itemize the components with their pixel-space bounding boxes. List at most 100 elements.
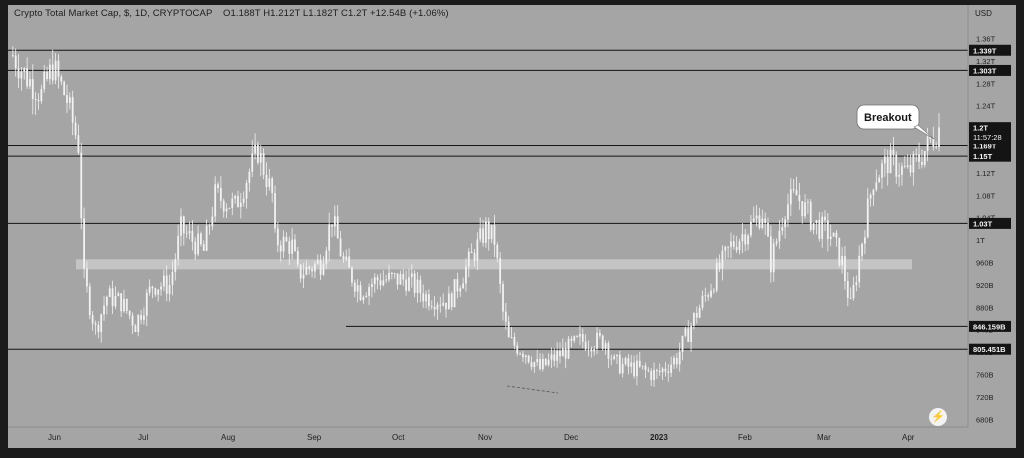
level-label-1-15T-box — [969, 150, 1011, 162]
candle-body-210 — [610, 358, 613, 360]
candle-body-104 — [308, 266, 311, 270]
candle-body-195 — [567, 338, 570, 359]
level-label-1-03T-box — [969, 217, 1011, 229]
candle-body-4 — [23, 68, 26, 72]
candle-body-50 — [154, 288, 157, 295]
candle-body-112 — [331, 224, 333, 227]
y-tick-label: 1.24T — [976, 102, 996, 111]
candle-body-256 — [741, 234, 744, 242]
candle-body-236 — [684, 328, 687, 336]
candle-body-247 — [715, 262, 718, 291]
level-label-1-303T-box — [969, 64, 1011, 76]
candle-body-40 — [125, 298, 128, 311]
candle-body-313 — [903, 166, 906, 167]
candle-body-18 — [63, 81, 66, 95]
level-label-1-15T: 1.15T — [973, 152, 993, 161]
candle-body-84 — [251, 153, 254, 172]
candle-body-271 — [784, 219, 787, 228]
candle-body-114 — [336, 216, 339, 239]
candle-body-100 — [296, 250, 299, 265]
candle-body-162 — [473, 252, 476, 261]
lightning-icon[interactable]: ⚡ — [929, 408, 947, 426]
candle-body-140 — [410, 273, 413, 278]
candle-body-101 — [299, 264, 302, 279]
candle-body-283 — [818, 220, 821, 239]
candle-body-73 — [219, 188, 222, 201]
candle-body-96 — [285, 236, 288, 242]
candle-body-59 — [180, 216, 182, 236]
candle-body-187 — [544, 358, 547, 365]
candle-body-77 — [231, 198, 234, 208]
candle-body-252 — [730, 241, 732, 248]
candle-body-131 — [385, 279, 388, 281]
candle-body-312 — [901, 166, 903, 175]
ohlc-values: O1.188T H1.212T L1.182T C1.2T +12.54B (+… — [222, 8, 449, 19]
x-tick-label: Feb — [738, 433, 752, 442]
candle-body-261 — [755, 215, 758, 219]
candle-body-85 — [254, 144, 256, 154]
candle-body-42 — [131, 315, 134, 326]
candle-body-232 — [673, 357, 675, 365]
candle-body-139 — [408, 277, 410, 291]
candle-body-296 — [855, 282, 858, 286]
level-label-805-451B: 805.451B — [973, 345, 1006, 354]
candle-body-38 — [120, 293, 123, 312]
candle-body-323 — [932, 138, 935, 147]
candle-body-135 — [396, 273, 399, 285]
x-tick-label: Dec — [564, 433, 578, 442]
y-tick-label: 1T — [976, 236, 985, 245]
candle-body-90 — [268, 178, 271, 188]
candle-body-88 — [262, 153, 265, 175]
candle-body-158 — [462, 283, 465, 289]
candle-body-153 — [447, 293, 450, 310]
candle-body-79 — [237, 195, 239, 208]
candle-body-302 — [872, 189, 875, 195]
candle-body-169 — [493, 225, 496, 245]
y-tick-label: 680B — [976, 415, 994, 424]
candle-body-115 — [339, 238, 342, 257]
candle-body-110 — [325, 250, 328, 264]
candle-body-13 — [48, 64, 51, 79]
candle-body-237 — [687, 328, 690, 342]
candle-body-35 — [111, 288, 114, 307]
candle-body-280 — [809, 201, 812, 230]
candle-body-75 — [225, 208, 228, 212]
candle-body-154 — [450, 293, 453, 308]
candle-body-15 — [54, 60, 57, 81]
candle-body-118 — [348, 256, 351, 268]
candle-body-6 — [29, 79, 31, 87]
candle-body-72 — [217, 184, 219, 189]
candle-body-307 — [886, 156, 889, 174]
candle-body-68 — [205, 225, 208, 251]
candle-body-43 — [134, 325, 137, 333]
candle-body-215 — [624, 358, 627, 365]
candle-body-10 — [40, 89, 43, 102]
x-tick-label: Aug — [221, 433, 235, 442]
candle-body-22 — [74, 122, 77, 136]
candle-body-246 — [712, 290, 715, 292]
candle-body-171 — [499, 258, 502, 285]
candle-body-205 — [596, 332, 598, 349]
candle-body-207 — [601, 335, 604, 349]
candle-body-148 — [433, 306, 436, 310]
candle-body-36 — [114, 295, 117, 307]
candle-body-150 — [439, 304, 442, 306]
candles-layer — [11, 46, 940, 387]
candle-body-61 — [185, 233, 188, 235]
candle-body-17 — [60, 76, 63, 82]
candle-body-186 — [541, 358, 544, 370]
candle-body-113 — [333, 216, 336, 227]
candle-body-249 — [721, 250, 724, 269]
candle-body-200 — [581, 333, 584, 342]
candle-body-300 — [866, 198, 869, 238]
candle-body-202 — [587, 348, 590, 350]
candle-body-297 — [858, 255, 861, 283]
candle-body-228 — [661, 368, 664, 373]
candle-body-253 — [732, 241, 735, 247]
y-tick-label: 1.36T — [976, 35, 996, 44]
breakout-pointer — [913, 124, 935, 140]
candle-body-273 — [789, 189, 792, 205]
candle-body-265 — [767, 222, 769, 237]
